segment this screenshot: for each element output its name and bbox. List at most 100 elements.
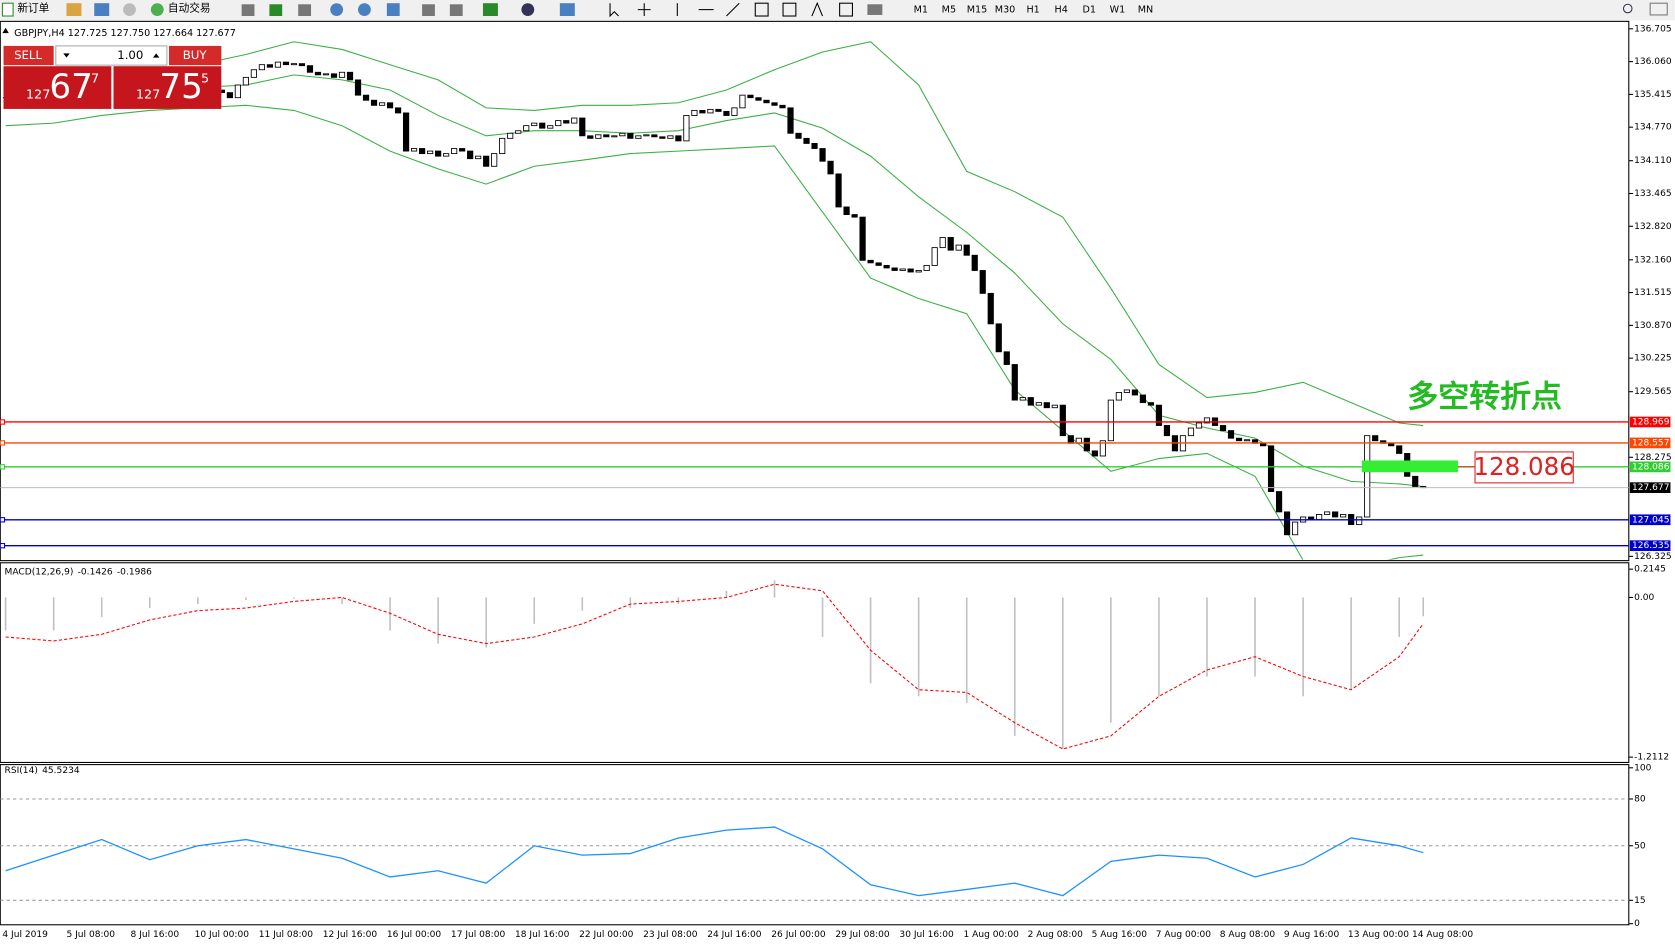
indicator-label: RSI(14) 45.5234 xyxy=(5,765,80,775)
sell-label[interactable]: SELL xyxy=(14,48,42,62)
new-order[interactable]: 新订单 xyxy=(17,2,49,15)
icon[interactable] xyxy=(298,4,312,17)
icon-chat[interactable] xyxy=(1649,2,1668,16)
icon[interactable] xyxy=(521,3,535,17)
timeframe-button[interactable]: M30 xyxy=(995,5,1016,16)
icon-crosshair[interactable] xyxy=(637,3,651,17)
y-tick-label: 50 xyxy=(1634,841,1646,851)
timeframe-button[interactable]: W1 xyxy=(1110,5,1126,16)
icon[interactable] xyxy=(839,2,853,17)
candle xyxy=(931,247,938,266)
candle xyxy=(811,143,818,149)
icon[interactable] xyxy=(449,4,463,17)
level-handle[interactable] xyxy=(0,440,6,446)
candle xyxy=(1372,435,1379,442)
icon-auto-trading[interactable] xyxy=(150,3,164,17)
icon[interactable] xyxy=(241,4,255,17)
icon[interactable] xyxy=(782,2,797,17)
candle xyxy=(1067,435,1074,444)
toolbar-icons xyxy=(241,1,1668,18)
candle xyxy=(1099,440,1106,457)
icon-text[interactable] xyxy=(811,1,824,17)
icon[interactable] xyxy=(66,3,82,17)
timeframe-button[interactable]: H4 xyxy=(1055,5,1068,16)
icon[interactable] xyxy=(867,4,883,15)
price-box xyxy=(1474,451,1574,484)
candle xyxy=(1243,439,1251,442)
candle xyxy=(459,148,466,152)
timeframe-button[interactable]: MN xyxy=(1138,5,1153,16)
candle xyxy=(987,292,994,325)
toolbar: 新订单 自动交易 xyxy=(0,0,1675,21)
lot-up[interactable] xyxy=(152,53,160,58)
level-axis-tag xyxy=(1629,416,1671,428)
sell-small[interactable]: 7 xyxy=(91,72,99,87)
icon[interactable] xyxy=(123,3,136,17)
candle xyxy=(827,160,834,175)
candle xyxy=(547,125,554,129)
x-tick-label: 11 Jul 08:00 xyxy=(259,930,314,940)
buy-label[interactable]: BUY xyxy=(183,48,208,62)
bollinger-band xyxy=(5,41,1424,427)
timeframe-button[interactable]: M5 xyxy=(942,5,956,16)
icon-new-order[interactable] xyxy=(1,2,14,17)
candle xyxy=(1147,402,1155,406)
icon[interactable] xyxy=(754,2,769,17)
lot-down[interactable] xyxy=(63,53,70,58)
icon[interactable] xyxy=(330,3,344,17)
order-panel: SELL 1.00 BUY 127 67 7 127 75 5 xyxy=(3,44,222,109)
candle xyxy=(346,71,354,81)
lot-value[interactable]: 1.00 xyxy=(117,48,143,62)
candle xyxy=(427,150,434,155)
price-axis-label: 127.677 xyxy=(1632,483,1669,493)
level-handle[interactable] xyxy=(0,543,6,549)
candle xyxy=(619,132,626,137)
indicator-value: RSI(14) xyxy=(5,765,38,775)
icon[interactable] xyxy=(482,3,498,17)
sell-button[interactable] xyxy=(3,45,54,66)
x-tick-label: 13 Aug 00:00 xyxy=(1348,930,1409,940)
icon[interactable] xyxy=(94,3,110,17)
candle xyxy=(883,264,890,269)
candle xyxy=(963,244,970,256)
sell-price-box[interactable] xyxy=(3,66,112,109)
candle xyxy=(835,173,842,208)
timeframe-button[interactable]: M15 xyxy=(967,5,988,16)
buy-big[interactable]: 75 xyxy=(159,67,202,107)
y-tick-label: 132.160 xyxy=(1634,255,1672,265)
candle xyxy=(995,323,1002,353)
icon[interactable] xyxy=(422,4,435,17)
level-axis-tag xyxy=(1629,437,1671,449)
candle xyxy=(258,64,266,71)
candle xyxy=(755,97,762,101)
x-tick-label: 18 Jul 16:00 xyxy=(515,930,570,940)
level-handle[interactable] xyxy=(0,517,6,523)
buy-prefix[interactable]: 127 xyxy=(136,88,160,103)
buy-button[interactable] xyxy=(169,45,222,66)
auto-trading[interactable]: 自动交易 xyxy=(168,2,211,15)
candle xyxy=(1115,392,1122,401)
sell-big[interactable]: 67 xyxy=(49,67,92,107)
timeframe-button[interactable]: H1 xyxy=(1026,5,1039,16)
candle xyxy=(483,155,490,167)
icon[interactable] xyxy=(269,4,283,17)
timeframe-button[interactable]: D1 xyxy=(1083,5,1097,16)
candle xyxy=(731,107,738,116)
level-axis-label: 128.969 xyxy=(1632,417,1670,427)
icon-search[interactable] xyxy=(1622,3,1633,14)
buy-price-box[interactable] xyxy=(113,66,222,109)
icon[interactable] xyxy=(358,3,371,17)
buy-small[interactable]: 5 xyxy=(201,72,209,87)
candle xyxy=(314,71,322,76)
level-handle[interactable] xyxy=(0,464,6,470)
lot-field[interactable] xyxy=(55,45,168,66)
x-tick-label: 26 Jul 00:00 xyxy=(771,930,826,940)
timeframe-button[interactable]: M1 xyxy=(914,5,928,16)
icon[interactable] xyxy=(386,3,400,17)
sell-prefix[interactable]: 127 xyxy=(26,88,50,103)
level-axis-label: 128.557 xyxy=(1632,438,1669,448)
icon-cursor[interactable] xyxy=(609,3,619,18)
icon-trendline[interactable] xyxy=(726,2,740,17)
level-handle[interactable] xyxy=(0,419,6,425)
icon[interactable] xyxy=(559,3,575,17)
